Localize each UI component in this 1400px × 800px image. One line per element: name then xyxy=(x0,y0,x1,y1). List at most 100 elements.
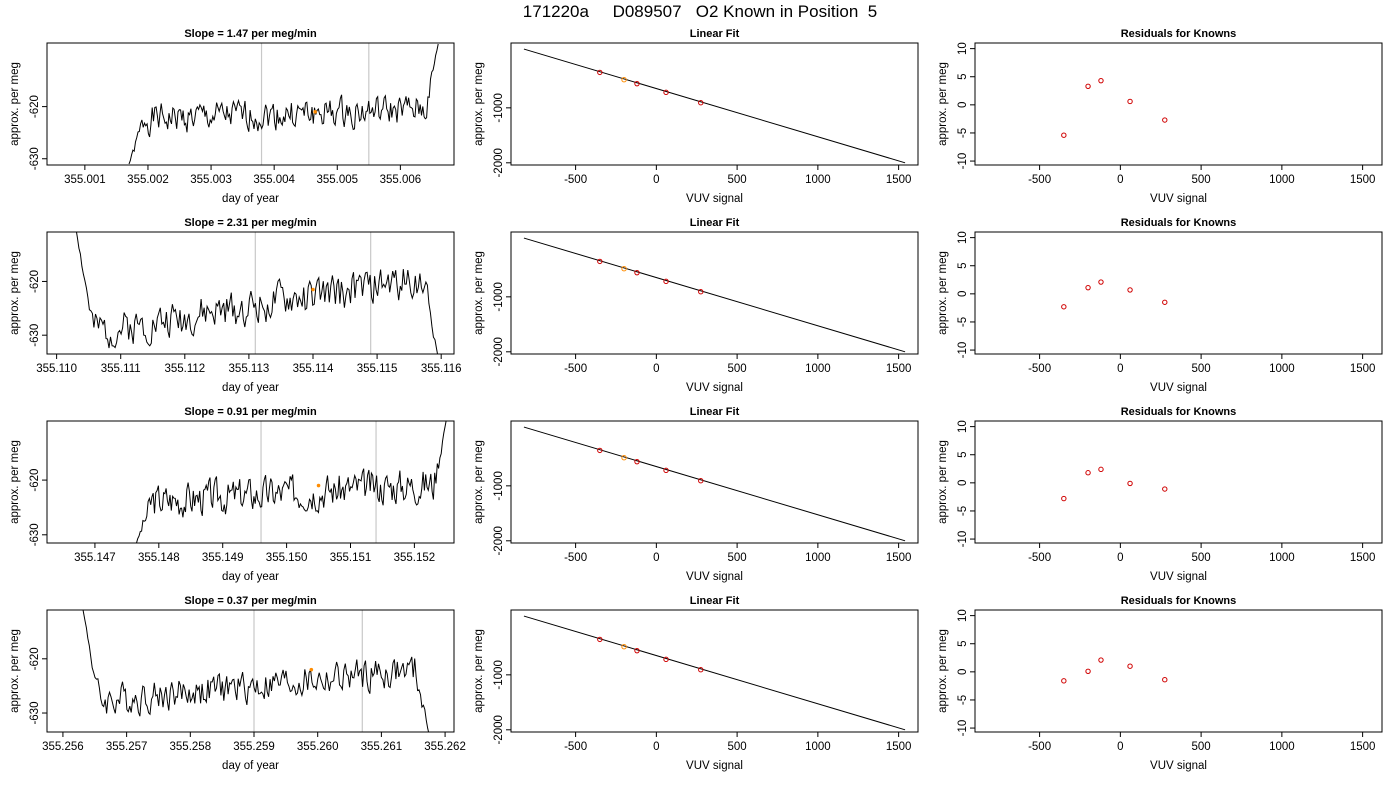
data-point xyxy=(1098,77,1104,84)
y-tick-label: -5 xyxy=(957,317,969,327)
x-tick-label: 355.110 xyxy=(36,363,77,375)
highlight-point xyxy=(621,77,627,83)
x-tick-label: 0 xyxy=(1117,552,1123,564)
y-tick-label: -1000 xyxy=(493,660,505,689)
y-tick-label: 10 xyxy=(957,420,969,433)
data-point xyxy=(1098,466,1104,473)
x-tick-label: 0 xyxy=(653,741,659,753)
x-tick-label: -500 xyxy=(1028,174,1051,186)
x-axis-label: day of year xyxy=(222,193,279,205)
panel-title: Linear Fit xyxy=(690,595,740,607)
panel-title: Slope = 1.47 per meg/min xyxy=(184,28,317,40)
x-tick-label: 500 xyxy=(1192,174,1211,186)
data-point xyxy=(597,258,603,265)
x-tick-label: 500 xyxy=(728,363,747,375)
data-point xyxy=(1127,98,1133,105)
data-point xyxy=(1085,284,1091,291)
panel-title: Residuals for Knowns xyxy=(1121,595,1237,607)
y-tick-label: -2000 xyxy=(493,715,505,744)
plot-area xyxy=(1061,77,1168,138)
y-axis-label: approx. per meg xyxy=(937,440,949,524)
panel-title: Linear Fit xyxy=(690,406,740,418)
data-point xyxy=(663,89,669,96)
x-axis-label: day of year xyxy=(222,571,279,583)
data-point xyxy=(663,656,669,663)
x-axis-label: VUV signal xyxy=(686,760,743,772)
sample-marker xyxy=(316,483,321,488)
x-tick-label: 355.256 xyxy=(42,741,84,753)
panel-4-1: Slope = 0.37 per meg/min 355.256 355.257 35… xyxy=(9,595,466,772)
plot-area xyxy=(523,426,906,542)
data-point xyxy=(1127,663,1133,669)
data-point xyxy=(1061,304,1067,310)
x-tick-label: 355.261 xyxy=(361,741,403,753)
plot-area xyxy=(82,610,430,732)
x-tick-label: 500 xyxy=(728,174,747,186)
y-tick-label: -630 xyxy=(29,702,41,725)
x-tick-label: 500 xyxy=(1192,552,1211,564)
panel-4-3: Residuals for Knowns -500 0 500 1000 1500 10 5 0… xyxy=(937,595,1383,772)
data-point xyxy=(1061,132,1067,138)
plot-area xyxy=(75,232,439,354)
x-tick-label: -500 xyxy=(1028,741,1051,753)
x-tick-label: -500 xyxy=(564,174,587,186)
y-axis-label: approx. per meg xyxy=(9,440,21,524)
plot-frame xyxy=(46,420,455,544)
x-tick-label: 355.115 xyxy=(357,363,398,375)
panel-1-2: Linear Fit -500 0 500 1000 1500 -1000 -2000 VUV … xyxy=(473,28,919,205)
y-tick-label: -630 xyxy=(29,523,41,546)
x-tick-label: 355.260 xyxy=(297,741,339,753)
panel-title: Residuals for Knowns xyxy=(1121,28,1237,40)
y-tick-label: -620 xyxy=(29,647,41,670)
x-tick-label: 355.147 xyxy=(74,552,116,564)
x-tick-label: 1500 xyxy=(1350,174,1376,186)
x-axis-label: VUV signal xyxy=(1150,193,1207,205)
x-tick-label: 355.001 xyxy=(64,174,106,186)
x-tick-label: 1500 xyxy=(886,363,912,375)
y-tick-label: 10 xyxy=(957,231,969,244)
x-tick-label: 1500 xyxy=(1350,741,1376,753)
x-tick-label: 0 xyxy=(1117,741,1123,753)
x-tick-label: -500 xyxy=(1028,552,1051,564)
fit-line xyxy=(523,48,906,164)
y-tick-label: -620 xyxy=(29,95,41,118)
signal-trace xyxy=(75,232,439,354)
x-tick-label: 355.113 xyxy=(229,363,270,375)
x-tick-label: 1500 xyxy=(1350,552,1376,564)
x-tick-label: 355.003 xyxy=(190,174,232,186)
data-point xyxy=(1085,470,1091,476)
panel-3-1: Slope = 0.91 per meg/min 355.147 355.148 35… xyxy=(9,406,455,583)
x-tick-label: 500 xyxy=(1192,741,1211,753)
y-axis-label: approx. per meg xyxy=(937,251,949,335)
x-tick-label: 355.152 xyxy=(394,552,436,564)
y-tick-label: 10 xyxy=(957,42,969,55)
y-axis-label: approx. per meg xyxy=(473,440,485,524)
signal-trace xyxy=(136,421,447,543)
y-tick-label: 5 xyxy=(957,641,969,647)
y-tick-label: -5 xyxy=(957,695,969,705)
x-tick-label: 1000 xyxy=(805,174,831,186)
y-axis-label: approx. per meg xyxy=(9,629,21,713)
x-tick-label: 500 xyxy=(1192,363,1211,375)
panel-2-2: Linear Fit -500 0 500 1000 1500 -1000 -2000 VUV … xyxy=(473,217,919,394)
panel-title: Slope = 2.31 per meg/min xyxy=(184,217,317,229)
data-point xyxy=(634,80,640,87)
signal-trace xyxy=(128,43,439,165)
x-tick-label: 500 xyxy=(728,552,747,564)
y-tick-label: 5 xyxy=(957,263,969,269)
panel-2-3: Residuals for Knowns -500 0 500 1000 1500 10 5 0… xyxy=(937,217,1383,394)
x-axis-label: VUV signal xyxy=(1150,760,1207,772)
y-tick-label: -5 xyxy=(957,506,969,516)
y-tick-label: 0 xyxy=(957,291,969,297)
x-tick-label: 500 xyxy=(728,741,747,753)
panel-1-3: Residuals for Knowns -500 0 500 1000 1500 10 5 0… xyxy=(937,28,1383,205)
x-tick-label: 355.004 xyxy=(253,174,295,186)
x-tick-label: 355.116 xyxy=(421,363,462,375)
data-point xyxy=(663,278,669,285)
x-tick-label: 355.257 xyxy=(106,741,148,753)
data-point xyxy=(1162,486,1168,492)
sample-marker xyxy=(309,667,314,672)
x-tick-label: 1500 xyxy=(1350,363,1376,375)
panel-title: Linear Fit xyxy=(690,217,740,229)
